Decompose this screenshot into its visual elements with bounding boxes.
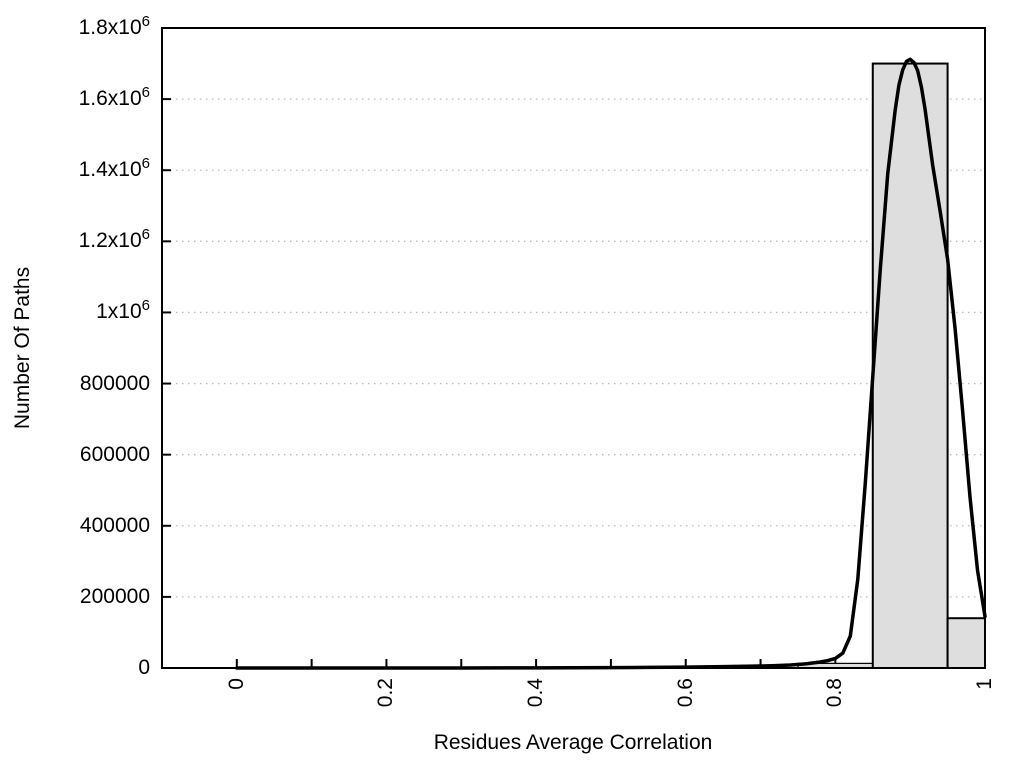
x-tick-label: 1 (973, 678, 996, 690)
exponent: 6 (141, 155, 150, 173)
y-tick-label: 0 (138, 656, 150, 679)
x-tick-label: 0.4 (524, 678, 548, 708)
x-axis-label: Residues Average Correlation (433, 731, 713, 754)
y-tick-label: 600000 (79, 442, 150, 466)
fit-curve (235, 57, 987, 670)
y-tick-label: 1x106 (96, 297, 150, 324)
exponent: 6 (141, 226, 150, 244)
y-tick-label: 200000 (79, 584, 150, 608)
exponent: 6 (141, 297, 150, 315)
plot-border (161, 27, 986, 669)
y-tick-label: 1.2x106 (78, 226, 150, 253)
histogram-bar (946, 617, 986, 670)
exponent: 6 (141, 13, 150, 30)
y-tick-label: 800000 (79, 371, 150, 395)
y-tick-label: 1.4x106 (78, 155, 150, 182)
y-tick-label: 400000 (79, 513, 150, 537)
x-tick-label: 0.6 (673, 678, 697, 708)
y-tick-label: 1.6x106 (78, 84, 150, 111)
x-tick-label: 0.2 (374, 678, 398, 708)
histogram-bar (871, 62, 949, 670)
y-axis-label: Number Of Paths (11, 266, 34, 430)
y-tick-label: 1.8x106 (78, 13, 150, 39)
x-tick-label: 0 (224, 678, 248, 690)
x-tick-label: 0.8 (823, 678, 847, 708)
exponent: 6 (141, 84, 150, 102)
